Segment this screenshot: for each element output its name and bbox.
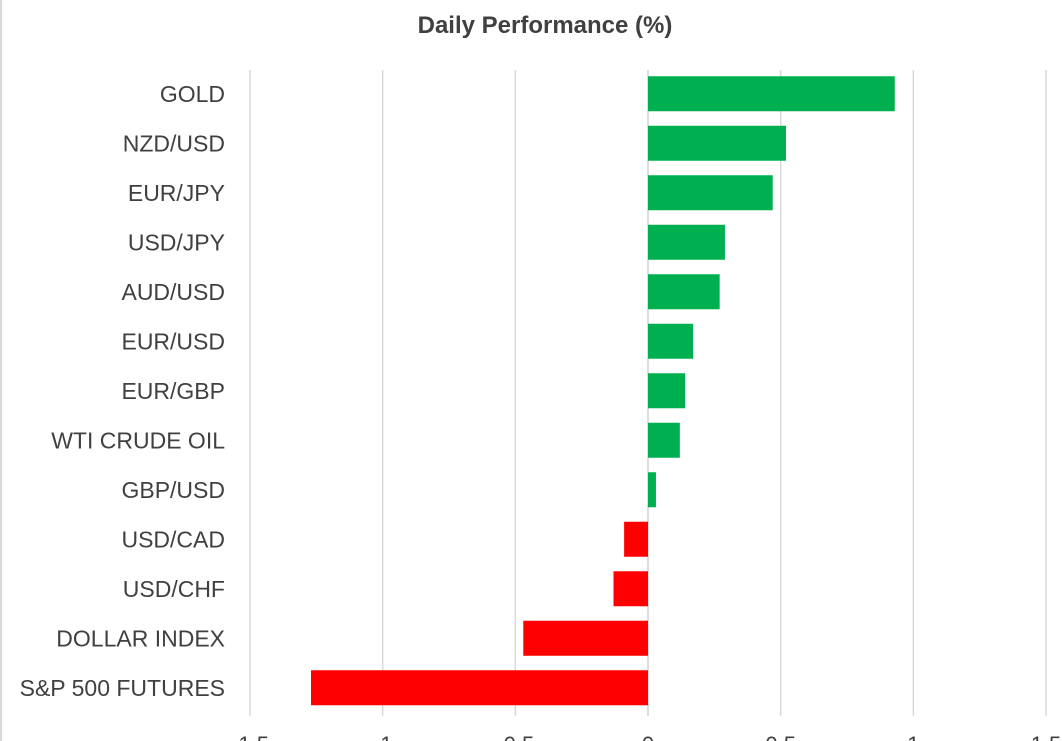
category-label: AUD/USD — [121, 279, 225, 305]
category-label: DOLLAR INDEX — [56, 625, 225, 651]
category-label: EUR/GBP — [121, 378, 225, 404]
bar-dollar-index — [523, 620, 648, 656]
category-label: NZD/USD — [123, 130, 225, 156]
bar-eur-jpy — [648, 175, 773, 211]
bar-nzd-usd — [648, 125, 786, 161]
bar-eur-gbp — [648, 373, 686, 409]
bar-wti-crude-oil — [648, 422, 680, 458]
bar-usd-chf — [613, 571, 648, 607]
x-tick-label: 0.5 — [765, 732, 796, 741]
category-label: USD/CAD — [121, 526, 225, 552]
bar-usd-cad — [624, 521, 648, 557]
x-tick-label: 0 — [642, 732, 654, 741]
x-tick-label: -1.5 — [231, 732, 269, 741]
bar-s-p-500-futures — [311, 670, 648, 706]
category-label: WTI CRUDE OIL — [51, 427, 225, 453]
x-tick-label: -0.5 — [496, 732, 534, 741]
chart-title: Daily Performance (%) — [417, 12, 673, 39]
category-label: EUR/USD — [121, 328, 225, 354]
category-label: S&P 500 FUTURES — [20, 675, 225, 701]
category-label: USD/CHF — [123, 576, 225, 602]
bar-gold — [648, 76, 895, 112]
bars — [311, 76, 895, 706]
category-labels: GOLD NZD/USD EUR/JPY USD/JPY AUD/USD EUR/USD E… — [20, 81, 226, 701]
category-label: EUR/JPY — [128, 180, 225, 206]
bar-eur-usd — [648, 323, 694, 359]
x-tick-label: 1.5 — [1031, 732, 1062, 741]
x-tick-label: -1 — [373, 732, 393, 741]
x-tick-labels: -1.5 -1 -0.5 0 0.5 1 1.5 — [231, 732, 1061, 741]
bar-gbp-usd — [648, 472, 656, 508]
bar-aud-usd — [648, 274, 720, 310]
category-label: USD/JPY — [128, 229, 225, 255]
category-label: GOLD — [160, 81, 225, 107]
category-label: GBP/USD — [121, 477, 225, 503]
bar-usd-jpy — [648, 224, 725, 260]
x-tick-label: 1 — [907, 732, 919, 741]
